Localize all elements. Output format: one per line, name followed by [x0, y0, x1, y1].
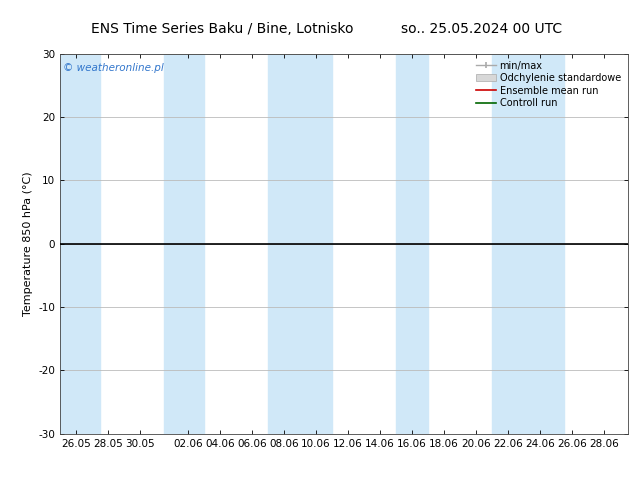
Text: © weatheronline.pl: © weatheronline.pl [63, 63, 164, 74]
Bar [164, 54, 204, 434]
Bar [492, 54, 564, 434]
Y-axis label: Temperature 850 hPa (°C): Temperature 850 hPa (°C) [23, 172, 33, 316]
Bar [268, 54, 332, 434]
Bar [60, 54, 100, 434]
Text: so.. 25.05.2024 00 UTC: so.. 25.05.2024 00 UTC [401, 22, 562, 36]
Text: ENS Time Series Baku / Bine, Lotnisko: ENS Time Series Baku / Bine, Lotnisko [91, 22, 353, 36]
Bar [396, 54, 428, 434]
Legend: min/max, Odchylenie standardowe, Ensemble mean run, Controll run: min/max, Odchylenie standardowe, Ensembl… [474, 59, 623, 110]
